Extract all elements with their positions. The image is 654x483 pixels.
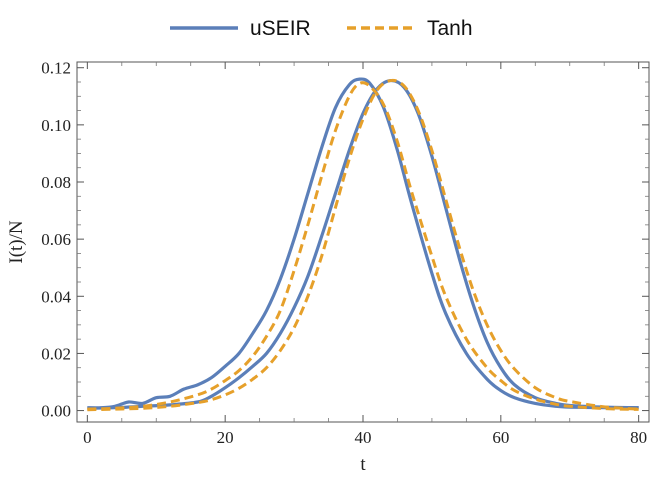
series-line-tanh-3 (87, 78, 639, 412)
x-tick-label: 0 (83, 428, 92, 447)
x-tick-label: 20 (217, 428, 234, 447)
y-axis-title: I(t)/N (6, 220, 27, 264)
legend-label-tanh: Tanh (427, 17, 473, 40)
x-tick-label: 40 (355, 428, 372, 447)
y-tick-label: 0.08 (41, 173, 71, 192)
y-tick-label: 0.02 (41, 344, 71, 363)
x-tick-labels: 0 20 40 60 80 (83, 428, 647, 447)
series-line-useir-0 (87, 77, 639, 410)
y-tick-label: 0.10 (41, 116, 71, 135)
x-tick-label: 80 (630, 428, 647, 447)
y-tick-labels: 0.00 0.02 0.04 0.06 0.08 0.10 0.12 (41, 59, 71, 421)
legend-label-useir: uSEIR (250, 17, 311, 40)
legend: uSEIR Tanh (170, 17, 473, 40)
x-axis-title: t (360, 454, 366, 475)
series-lines (87, 77, 639, 412)
y-tick-label: 0.06 (41, 230, 71, 249)
y-tick-label: 0.00 (41, 402, 71, 421)
y-tick-label: 0.12 (41, 59, 71, 78)
tick-marks (77, 62, 649, 422)
y-tick-label: 0.04 (41, 287, 71, 306)
x-tick-label: 60 (492, 428, 509, 447)
series-line-tanh-2 (87, 81, 639, 411)
series-line-useir-1 (87, 78, 639, 410)
